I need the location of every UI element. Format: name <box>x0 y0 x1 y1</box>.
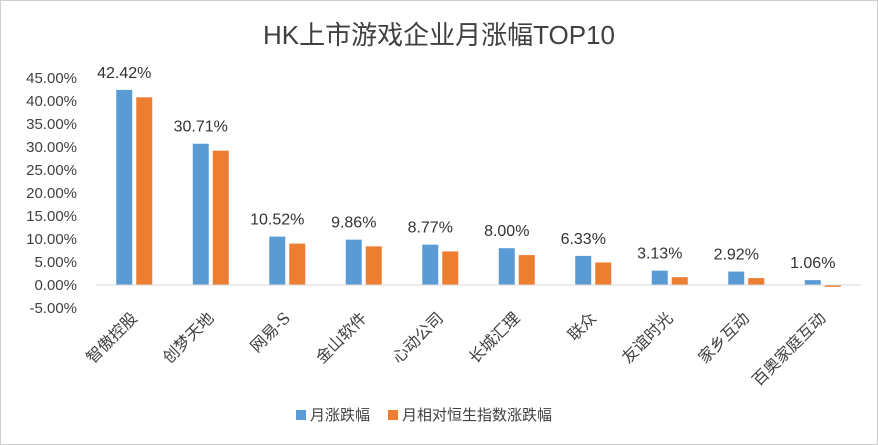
y-tick-label: 15.00% <box>26 208 77 225</box>
legend-label-monthly: 月涨跌幅 <box>310 407 370 424</box>
bars-group <box>116 89 841 287</box>
x-category-label: 网易-S <box>246 308 294 356</box>
data-label: 9.86% <box>331 215 376 232</box>
y-tick-label: 40.00% <box>26 93 77 110</box>
y-tick-label: 25.00% <box>26 162 77 179</box>
bar-relative-hsi-change <box>365 246 382 285</box>
legend-swatch-monthly <box>296 410 306 420</box>
bar-relative-hsi-change <box>671 277 688 285</box>
legend: 月涨跌幅 月相对恒生指数涨跌幅 <box>296 407 552 424</box>
chart-title: HK上市游戏企业月涨幅TOP10 <box>263 20 615 50</box>
bar-relative-hsi-change <box>136 97 153 285</box>
data-label: 6.33% <box>561 231 606 248</box>
data-label: 3.13% <box>637 246 682 263</box>
x-category-label: 联众 <box>564 308 600 344</box>
x-category-label: 心动公司 <box>388 308 447 367</box>
data-label: 10.52% <box>250 212 304 229</box>
y-tick-label: 20.00% <box>26 185 77 202</box>
y-tick-label: 10.00% <box>26 231 77 248</box>
bar-monthly-change <box>575 255 592 285</box>
bar-relative-hsi-change <box>518 255 535 285</box>
x-category-label: 金山软件 <box>312 308 371 367</box>
bar-relative-hsi-change <box>748 278 765 285</box>
x-category-label: 家乡互动 <box>694 308 753 367</box>
x-category-label: 创梦天地 <box>159 308 218 367</box>
bar-monthly-change <box>192 143 209 285</box>
y-tick-label: 45.00% <box>26 70 77 87</box>
legend-swatch-relative <box>388 410 398 420</box>
bar-monthly-change <box>345 239 362 285</box>
bar-monthly-change <box>116 89 133 285</box>
bar-relative-hsi-change <box>212 150 229 285</box>
bar-relative-hsi-change <box>824 285 841 287</box>
x-category-label: 长城汇理 <box>465 308 524 367</box>
x-category-label: 友谊时光 <box>618 308 677 367</box>
y-tick-label: 35.00% <box>26 116 77 133</box>
bar-relative-hsi-change <box>289 243 306 285</box>
data-label: 2.92% <box>714 247 759 264</box>
y-tick-label: -5.00% <box>29 300 77 317</box>
y-tick-label: 0.00% <box>34 277 77 294</box>
bar-monthly-change <box>498 248 515 285</box>
y-tick-label: 30.00% <box>26 139 77 156</box>
y-axis: 45.00% 40.00% 35.00% 30.00% 25.00% 20.00% 15.0… <box>26 70 77 317</box>
legend-label-relative: 月相对恒生指数涨跌幅 <box>402 407 552 424</box>
data-label: 8.00% <box>484 223 529 240</box>
bar-monthly-change <box>728 271 745 285</box>
bar-monthly-change <box>422 244 439 285</box>
data-label: 30.71% <box>174 119 228 136</box>
bar-relative-hsi-change <box>595 262 612 285</box>
data-label: 1.06% <box>790 255 835 272</box>
data-labels-group: 42.42% 30.71% 10.52% 9.86% 8.77% 8.00% 6.33% 3.… <box>97 65 835 272</box>
x-category-label: 百奥家庭互动 <box>748 308 829 389</box>
data-label: 42.42% <box>97 65 151 82</box>
y-tick-label: 5.00% <box>34 254 77 271</box>
bar-relative-hsi-change <box>442 251 459 285</box>
bar-monthly-change <box>269 236 286 285</box>
x-category-label: 智傲控股 <box>82 308 141 367</box>
bar-monthly-change <box>804 280 821 285</box>
data-label: 8.77% <box>408 220 453 237</box>
bar-monthly-change <box>651 270 668 285</box>
